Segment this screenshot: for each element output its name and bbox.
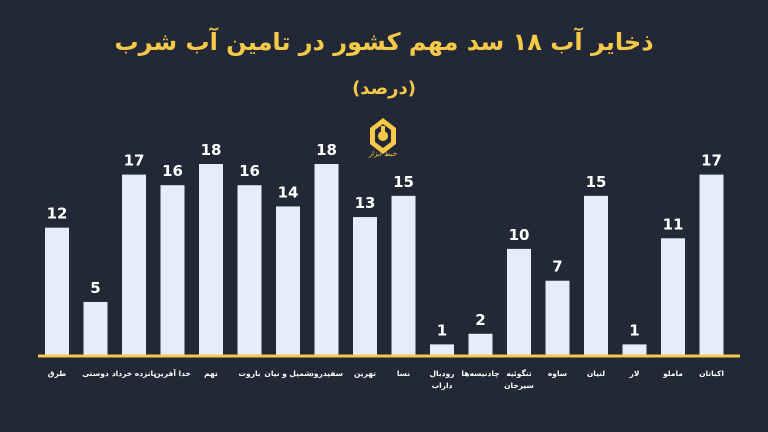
x-tick-label: اکباتان [699,369,724,378]
bar [507,248,531,355]
bar [622,344,647,355]
x-tick-label: نسا [397,369,410,378]
x-tick-label: خدا آفرین [154,368,191,378]
bar [314,164,339,355]
bar [45,227,69,355]
bar [545,280,570,355]
data-label: 17 [701,152,722,170]
chart-subtitle: (درصد) [352,78,416,99]
bar [122,174,146,355]
bar [83,301,108,355]
x-tick-label: دوستی [82,369,109,378]
x-tick-label: پانزده خرداد [112,369,157,378]
x-tick-label: لار [629,369,640,378]
data-label: 17 [124,152,145,170]
x-tick-label: داراب [432,381,453,390]
data-label: 18 [316,141,337,159]
data-label: 13 [355,194,376,212]
x-tick-label: رودبال [430,369,455,378]
bar [160,185,185,355]
x-tick-label: طرق [48,369,66,378]
data-label: 14 [278,183,299,201]
logo-text: خبط ابزار [368,150,398,158]
bar [237,185,262,355]
x-tick-label: تنگوئیه [506,369,532,378]
chart-title: ذخایر آب ۱۸ سد مهم کشور در تامین آب شرب [114,28,654,56]
logo-icon [370,118,396,154]
bar [391,195,416,355]
data-label: 7 [552,258,562,276]
data-label: 16 [239,162,260,180]
x-tick-label: باروت [238,369,260,378]
data-label: 16 [162,162,183,180]
data-label: 11 [663,215,684,233]
bar [430,344,454,355]
data-label: 15 [393,173,414,191]
x-tick-label: ساوه [548,369,567,378]
x-tick-label: تهم [204,369,218,378]
bar [276,206,300,355]
data-label: 10 [509,226,530,244]
data-label: 15 [586,173,607,191]
x-tick-label: سیرجان [504,381,534,390]
data-label: 1 [629,321,639,339]
x-tick-label: چادنیسه‌ها [461,369,499,378]
data-label: 1 [437,321,447,339]
data-label: 2 [475,311,485,329]
bar [699,174,724,355]
bar [584,195,608,355]
data-label: 12 [47,205,68,223]
bar [199,164,223,355]
x-tick-label: لتیان [587,369,605,378]
x-tick-label: سفیدرود [310,369,343,378]
x-tick-label: ماملو [662,369,683,378]
data-label: 18 [201,141,222,159]
x-tick-label: تهرین [354,369,376,378]
bar [353,217,377,355]
bar [468,333,493,355]
bar [661,238,685,355]
data-label: 5 [90,279,100,297]
x-tick-label: شمیل و نیان [264,369,311,378]
